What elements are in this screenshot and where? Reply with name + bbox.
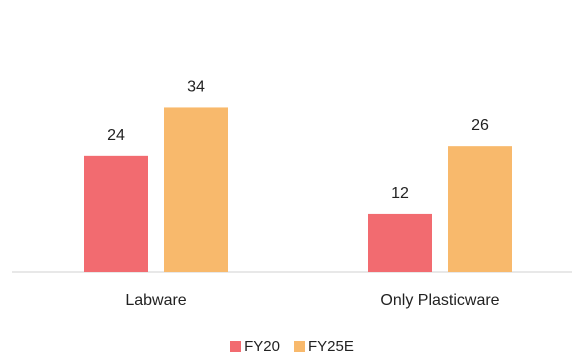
legend-label-fy20: FY20: [244, 338, 280, 355]
legend-label-fy25e: FY25E: [308, 338, 354, 355]
legend: FY20 FY25E: [0, 338, 584, 355]
category-label-1: Only Plasticware: [380, 292, 499, 309]
data-labels-group: 24 34 12 26: [107, 78, 489, 201]
data-label-fy20-1: 12: [391, 185, 409, 202]
data-label-fy25e-1: 26: [471, 117, 489, 134]
bar-fy20-0: [84, 155, 148, 272]
bar-fy25e-1: [448, 146, 512, 272]
data-label-fy20-0: 24: [107, 127, 125, 144]
data-label-fy25e-0: 34: [187, 78, 205, 95]
bar-chart: 24 34 12 26 Labware Only Plasticware: [12, 78, 572, 309]
category-label-0: Labware: [125, 292, 186, 309]
category-labels-group: Labware Only Plasticware: [125, 292, 499, 309]
bar-fy25e-0: [164, 107, 228, 272]
legend-item-fy25e: FY25E: [294, 338, 354, 355]
legend-item-fy20: FY20: [230, 338, 280, 355]
legend-swatch-fy25e: [294, 341, 305, 352]
bars-group: [84, 107, 512, 272]
bar-fy20-1: [368, 213, 432, 272]
legend-swatch-fy20: [230, 341, 242, 352]
